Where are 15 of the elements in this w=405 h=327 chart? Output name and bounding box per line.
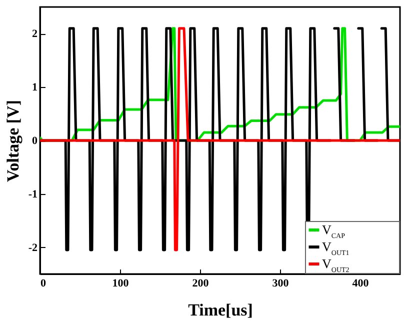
x-tick-label: 200 [192, 278, 210, 290]
y-tick-label: 0 [32, 135, 38, 147]
x-tick-label: 100 [112, 278, 130, 290]
x-tick-label: 400 [352, 278, 370, 290]
legend-label: V$_{OUT2}$ [322, 256, 350, 274]
y-tick-label: -2 [28, 242, 38, 254]
y-tick-label: 2 [32, 28, 38, 40]
legend-label: V$_{CAP}$ [322, 222, 346, 240]
y-tick-label: -1 [28, 188, 38, 200]
y-axis-title: Voltage [V] [3, 100, 22, 182]
legend-label: V$_{OUT1}$ [322, 239, 350, 257]
y-tick-label: 1 [32, 82, 38, 94]
x-tick-label: 300 [272, 278, 290, 290]
x-axis-title: Time[us] [188, 300, 253, 320]
x-tick-label: 0 [40, 278, 46, 290]
